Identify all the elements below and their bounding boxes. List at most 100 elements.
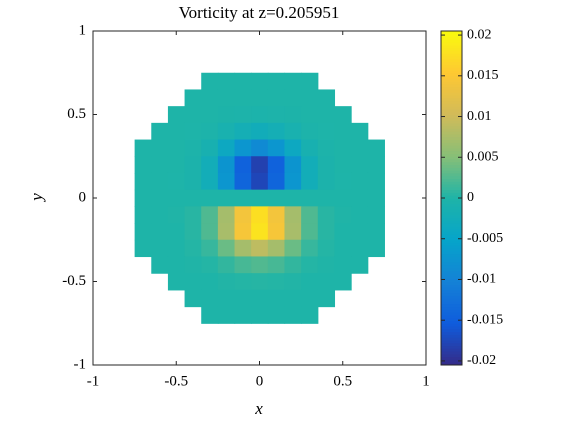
heatmap-cell (201, 256, 219, 274)
heatmap-cell (267, 122, 286, 141)
colorbar-segment (441, 289, 462, 294)
heatmap-cell (284, 306, 302, 324)
heatmap-cell (151, 156, 169, 174)
colorbar-segment (441, 100, 462, 104)
colorbar-segment (441, 170, 462, 174)
colorbar-segment (441, 120, 462, 124)
colorbar-segment (441, 153, 462, 157)
heatmap-cell (301, 89, 319, 107)
heatmap-cell (134, 156, 152, 174)
colorbar-segment (441, 78, 462, 82)
colorbar-segment (441, 356, 462, 360)
colorbar-segment (441, 189, 462, 193)
colorbar-segment (441, 239, 462, 244)
heatmap-cell (284, 289, 302, 308)
heatmap-cell (317, 273, 336, 291)
heatmap-cell (217, 122, 236, 141)
heatmap-cell (167, 156, 186, 174)
heatmap-cell (167, 223, 186, 241)
colorbar-segment (441, 206, 462, 210)
colorbar-segment (441, 195, 462, 199)
heatmap-cell (234, 106, 252, 124)
heatmap-cell (367, 239, 385, 258)
heatmap-cell (184, 256, 202, 274)
heatmap-cell (201, 106, 219, 124)
heatmap-cell (151, 223, 169, 241)
heatmap-cell (251, 189, 269, 207)
heatmap-cell (351, 223, 369, 241)
heatmap-cell (284, 206, 302, 224)
colorbar-segment (441, 61, 462, 65)
heatmap-cell (301, 189, 319, 207)
colorbar-segment (441, 128, 462, 132)
heatmap-cell (201, 156, 219, 174)
colorbar-segment (441, 278, 462, 282)
heatmap-cell (267, 223, 286, 241)
heatmap-cell (367, 189, 385, 207)
heatmap-cell (251, 106, 269, 124)
heatmap-cell (217, 72, 236, 91)
colorbar-segment (441, 39, 462, 43)
heatmap-cell (201, 89, 219, 107)
y-tick-label: 0 (79, 189, 87, 205)
heatmap-cell (351, 189, 369, 207)
heatmap-cell (151, 139, 169, 157)
heatmap-cell (217, 139, 236, 157)
heatmap-cell (234, 89, 252, 107)
heatmap-cell (267, 172, 286, 191)
heatmap-cell (334, 273, 352, 291)
y-tick-label: -0.5 (62, 273, 86, 289)
colorbar-segment (441, 242, 462, 246)
colorbar-segment (441, 53, 462, 57)
heatmap-cell (301, 156, 319, 174)
colorbar-segment (441, 248, 462, 252)
heatmap-cell (284, 122, 302, 141)
heatmap-cell (251, 122, 269, 141)
colorbar-segment (441, 270, 462, 274)
colorbar-segment (441, 69, 462, 74)
colorbar-segment (441, 139, 462, 143)
heatmap-cell (217, 206, 236, 224)
heatmap-cell (234, 139, 252, 157)
heatmap-cell (134, 206, 152, 224)
colorbar-segment (441, 334, 462, 338)
heatmap-cell (334, 106, 352, 124)
colorbar-segment (441, 198, 462, 202)
x-tick-label: 1 (422, 373, 430, 389)
heatmap-cell (301, 172, 319, 191)
colorbar-segment (441, 287, 462, 291)
heatmap-cell (234, 239, 252, 258)
x-tick-label: 0 (256, 373, 264, 389)
x-tick-label: -0.5 (164, 373, 188, 389)
heatmap-cell (284, 172, 302, 191)
colorbar-segment (441, 50, 462, 54)
colorbar-segment (441, 323, 462, 327)
heatmap-cell (284, 139, 302, 157)
heatmap-cell (201, 122, 219, 141)
heatmap-cell (334, 206, 352, 224)
heatmap-cell (334, 256, 352, 274)
colorbar-segment (441, 331, 462, 335)
heatmap-cell (234, 122, 252, 141)
colorbar-segment (441, 42, 462, 46)
heatmap-cell (184, 122, 202, 141)
colorbar-segment (441, 133, 462, 138)
heatmap-cell (251, 172, 269, 191)
heatmap-cell (201, 139, 219, 157)
colorbar-tick-label: -0.015 (467, 312, 503, 327)
colorbar-segment (441, 303, 462, 308)
heatmap-cell (301, 223, 319, 241)
heatmap-cell (201, 289, 219, 308)
heatmap-cell (367, 206, 385, 224)
heatmap-cell (267, 206, 286, 224)
heatmap-cell (234, 223, 252, 241)
x-tick-label: 0.5 (333, 373, 352, 389)
colorbar-segment (441, 147, 462, 152)
heatmap-cell (317, 289, 336, 308)
colorbar-segment (441, 312, 462, 316)
colorbar-segment (441, 211, 462, 216)
heatmap-cell (217, 156, 236, 174)
heatmap-cell (251, 273, 269, 291)
colorbar-segment (441, 47, 462, 51)
colorbar-segment (441, 44, 462, 49)
